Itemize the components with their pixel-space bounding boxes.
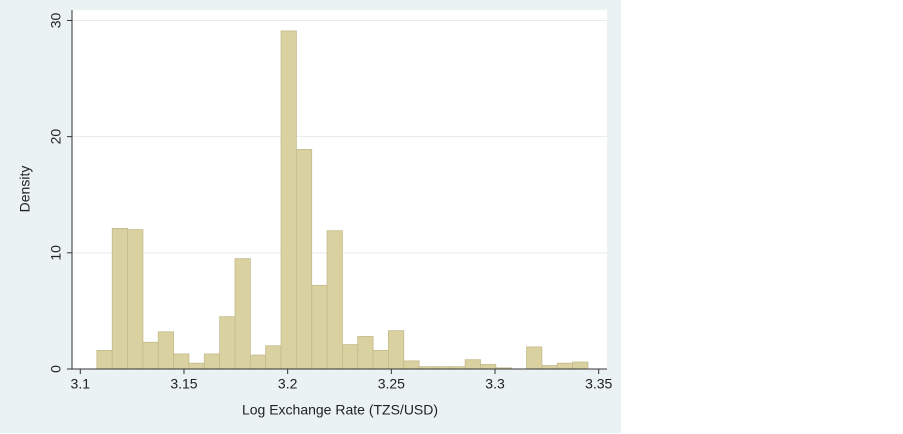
bar: [372, 350, 389, 370]
bar: [188, 362, 205, 370]
bar: [556, 362, 573, 370]
bar: [388, 330, 405, 370]
bar: [541, 365, 558, 370]
bar: [142, 341, 159, 370]
bar: [219, 316, 236, 370]
x-tick-label: 3.3: [485, 376, 505, 392]
axes: 0 10 20 30 3.1 3.15 3.2 3.25 3.3 3.35: [48, 10, 613, 392]
y-axis-title: Density: [17, 166, 33, 213]
x-tick-label: 3.2: [278, 376, 298, 392]
bar: [464, 359, 481, 370]
bar: [111, 228, 128, 370]
bar: [173, 353, 190, 370]
bar: [127, 229, 144, 370]
bar: [357, 336, 374, 370]
y-tick-label: 30: [48, 12, 64, 28]
x-tick-label: 3.1: [71, 376, 91, 392]
bar: [157, 331, 175, 370]
y-tick-label: 0: [48, 365, 64, 373]
bars: [96, 30, 589, 370]
bar: [526, 346, 543, 370]
x-tick-label: 3.35: [585, 376, 612, 392]
y-tick-label: 20: [48, 129, 64, 145]
bar: [234, 258, 251, 370]
bar: [265, 345, 282, 370]
x-axis-title: Log Exchange Rate (TZS/USD): [242, 402, 438, 418]
x-tick-label: 3.25: [378, 376, 405, 392]
bar: [311, 284, 328, 370]
x-tick-label: 3.15: [170, 376, 197, 392]
bar: [342, 344, 359, 370]
bar: [295, 149, 313, 370]
bar: [96, 350, 113, 370]
bar: [480, 363, 497, 370]
bar: [326, 230, 343, 370]
bar: [249, 354, 267, 370]
bar: [572, 361, 589, 370]
bar: [280, 30, 297, 370]
bar: [403, 360, 420, 370]
bar: [203, 353, 221, 370]
y-tick-label: 10: [48, 245, 64, 261]
